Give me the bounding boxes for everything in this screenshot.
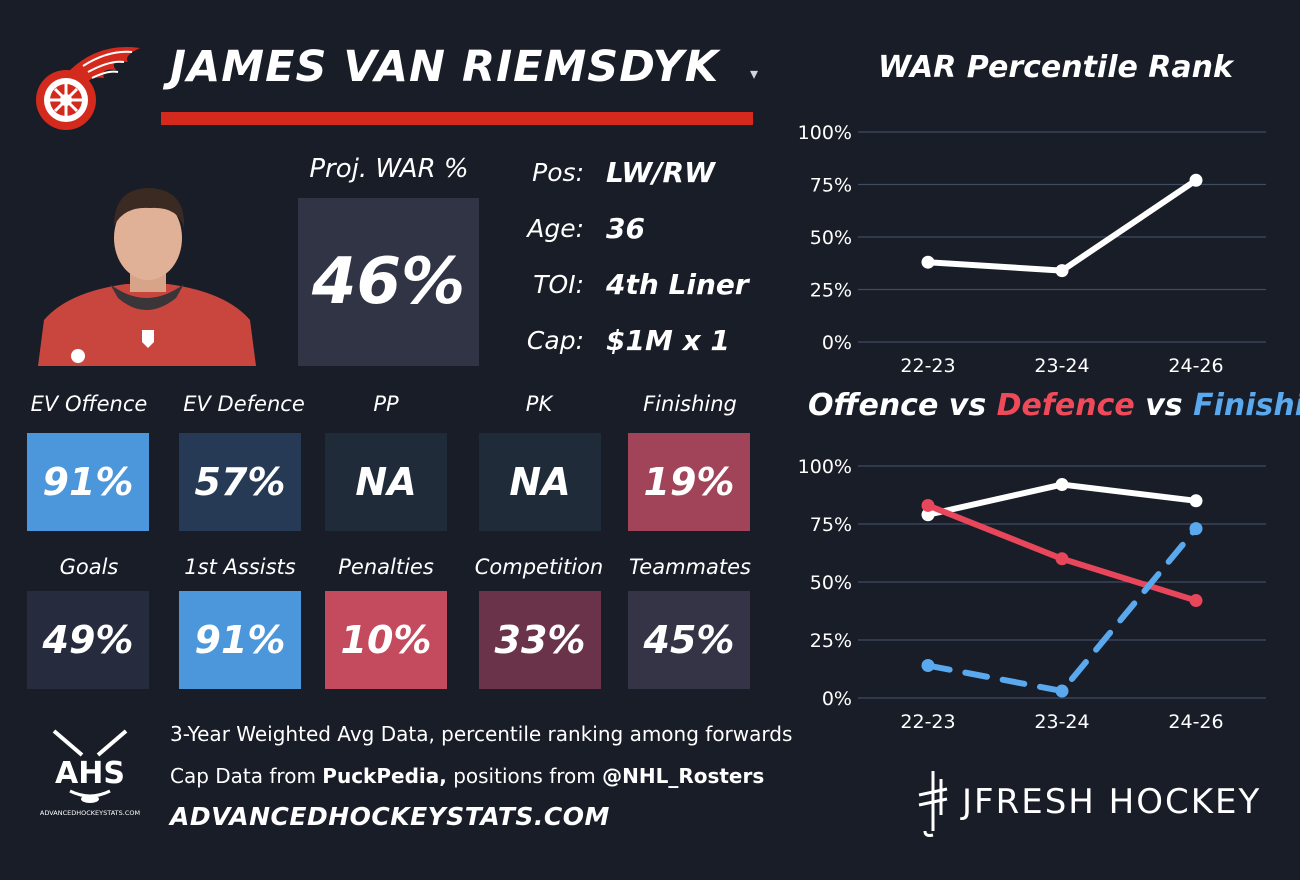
info-value: $1M x 1 [606, 323, 730, 357]
x-tick-label: 23-24 [1034, 711, 1089, 733]
tile-finishing: 19% [628, 433, 750, 531]
y-tick-label: 0% [822, 688, 852, 710]
y-tick-label: 75% [810, 514, 852, 536]
footnote-sources: Cap Data from PuckPedia, positions from … [170, 764, 764, 788]
data-point [1189, 173, 1203, 187]
jfresh-brand: JFRESH HOCKEY [962, 782, 1262, 822]
ahs-logo: AHS ADVANCEDHOCKEYSTATS.COM [40, 729, 140, 817]
info-key: TOI: [533, 269, 584, 299]
tile-pk: NA [479, 433, 601, 531]
team-logo [36, 47, 140, 130]
info-position: Pos: LW/RW [520, 152, 800, 192]
info-age: Age: 36 [520, 208, 800, 248]
info-value: LW/RW [606, 155, 715, 189]
x-tick-label: 22-23 [900, 711, 955, 733]
y-tick-label: 75% [810, 175, 852, 197]
y-tick-label: 50% [810, 227, 852, 249]
tile-label-finishing: Finishing [643, 392, 737, 416]
tile-label-competition: Competition [474, 555, 604, 579]
info-key: Cap: [526, 325, 584, 355]
tile-1st-assists: 91% [179, 591, 301, 689]
tile-label-penalties: Penalties [338, 555, 434, 579]
ahs-logo-small-text: ADVANCEDHOCKEYSTATS.COM [40, 809, 140, 817]
y-tick-label: 100% [798, 122, 852, 144]
data-point [921, 498, 935, 512]
ahs-logo-text: AHS [55, 756, 125, 791]
nhl-rosters-link[interactable]: @NHL_Rosters [602, 764, 765, 788]
series-line-war [925, 177, 1199, 274]
tile-ev-offence: 91% [27, 433, 149, 531]
player-name: JAMES VAN RIEMSDYK [170, 42, 720, 92]
info-toi: TOI: 4th Liner [520, 264, 800, 304]
info-key: Age: [527, 213, 584, 243]
data-point [1189, 522, 1203, 536]
proj-war-value: 46% [298, 198, 479, 366]
data-point [1055, 478, 1069, 492]
data-point [1055, 264, 1069, 278]
title-vs: vs [938, 388, 997, 423]
team-color-bar [161, 112, 753, 125]
tile-label-ev-defence: EV Defence [183, 392, 305, 416]
data-point [921, 255, 935, 269]
title-finishing: Finishing [1193, 388, 1300, 423]
tile-label-pp: PP [373, 392, 399, 416]
y-tick-label: 100% [798, 456, 852, 478]
data-point [1055, 552, 1069, 566]
footnote-data: 3-Year Weighted Avg Data, percentile ran… [170, 722, 793, 746]
x-tick-label: 22-23 [900, 355, 955, 377]
x-tick-label: 23-24 [1034, 355, 1089, 377]
tile-goals: 49% [27, 591, 149, 689]
proj-war-label: Proj. WAR % [309, 154, 469, 184]
y-tick-label: 25% [810, 280, 852, 302]
tile-pp: NA [325, 433, 447, 531]
y-tick-label: 0% [822, 332, 852, 354]
info-value: 4th Liner [606, 267, 749, 301]
tile-label-ev-offence: EV Offence [30, 392, 148, 416]
tile-label-goals: Goals [59, 555, 119, 579]
puckpedia-link[interactable]: PuckPedia, [322, 764, 447, 788]
offence-defence-finishing-chart: 0% 25% 50% 75% 100% 22-23 23-24 24-26 [798, 456, 1266, 733]
y-tick-label: 50% [810, 572, 852, 594]
info-key: Pos: [532, 157, 584, 187]
data-point [921, 508, 935, 522]
site-url[interactable]: ADVANCEDHOCKEYSTATS.COM [170, 802, 610, 831]
player-dropdown-icon[interactable]: ▾ [750, 64, 759, 83]
player-headshot [38, 180, 256, 366]
tile-label-pk: PK [525, 392, 553, 416]
footnote-text: positions from [446, 764, 603, 788]
info-cap: Cap: $1M x 1 [520, 320, 800, 360]
tile-ev-defence: 57% [179, 433, 301, 531]
ovd-chart-title: Offence vs Defence vs Finishing [808, 388, 1300, 423]
title-offence: Offence [808, 388, 939, 423]
x-tick-label: 24-26 [1168, 355, 1223, 377]
tile-penalties: 10% [325, 591, 447, 689]
tile-label-1st-assists: 1st Assists [184, 555, 296, 579]
x-tick-label: 24-26 [1168, 711, 1223, 733]
tile-competition: 33% [479, 591, 601, 689]
data-point [1189, 494, 1203, 508]
title-vs: vs [1134, 388, 1194, 423]
jfresh-logo [918, 771, 948, 837]
title-defence: Defence [996, 388, 1135, 423]
y-tick-label: 25% [810, 630, 852, 652]
data-point [921, 659, 935, 673]
war-percentile-chart: 0% 25% 50% 75% 100% 22-23 23-24 24-26 [798, 122, 1266, 377]
data-point [1055, 684, 1069, 698]
war-chart-title: WAR Percentile Rank [878, 50, 1233, 85]
data-point [1189, 594, 1203, 608]
tile-label-teammates: Teammates [629, 555, 751, 579]
info-value: 36 [606, 211, 645, 245]
tile-teammates: 45% [628, 591, 750, 689]
footnote-text: Cap Data from [170, 764, 323, 788]
